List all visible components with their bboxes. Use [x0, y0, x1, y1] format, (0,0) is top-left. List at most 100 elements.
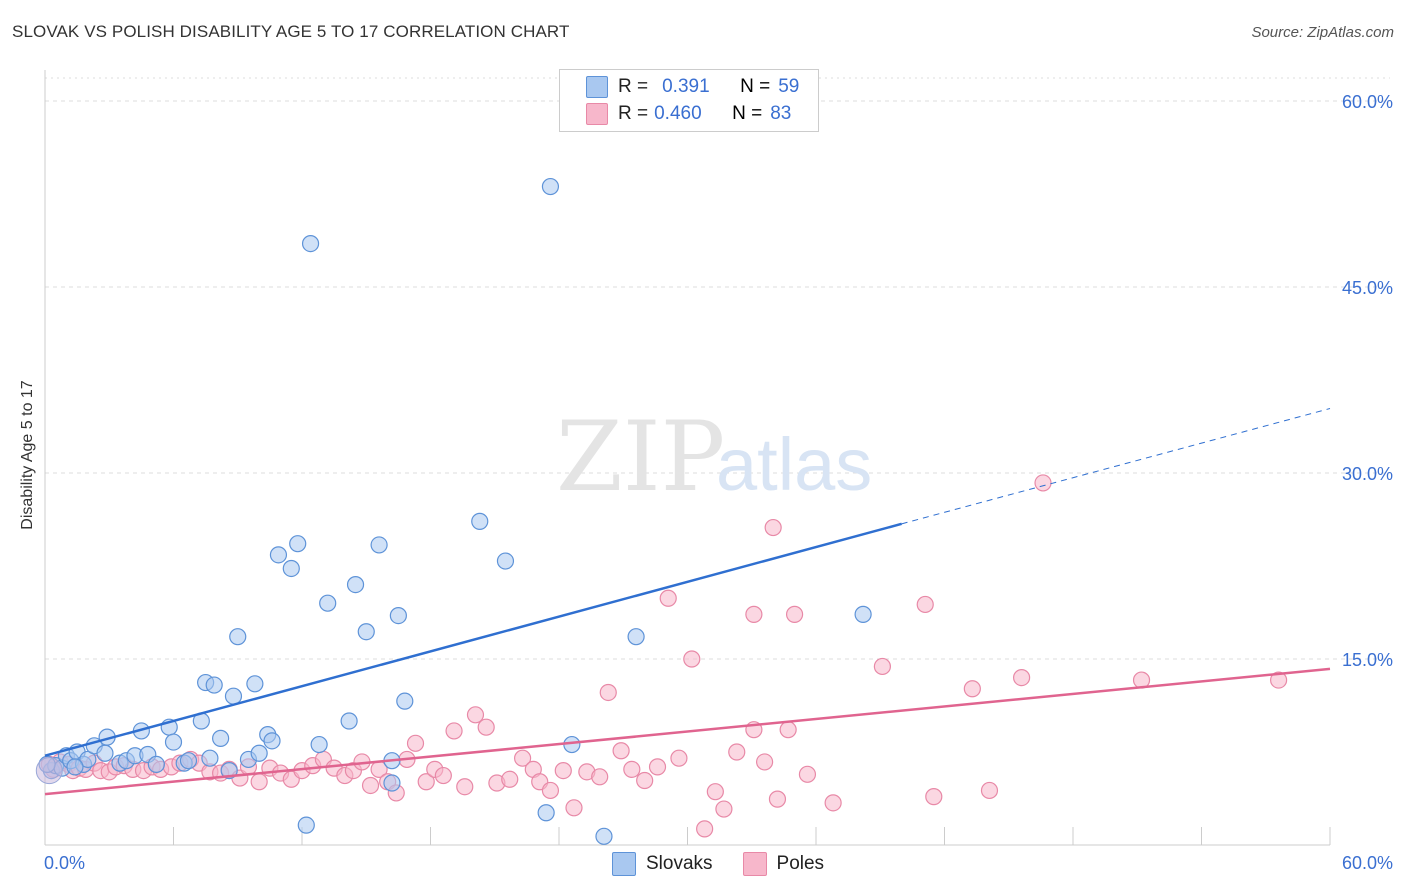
poles-points [40, 474, 1288, 838]
slovak-point [346, 575, 365, 594]
pole-point [361, 776, 380, 795]
pole-point [554, 761, 572, 780]
pole-point [963, 680, 981, 698]
pole-point [250, 773, 268, 791]
slovak-point [854, 605, 872, 623]
chart-title: SLOVAK VS POLISH DISABILITY AGE 5 TO 17 … [12, 22, 570, 41]
slovak-point [246, 675, 264, 693]
pole-point [612, 742, 630, 760]
x-tick-label-max: 60.0% [1342, 853, 1393, 873]
legend-r-value-poles: 0.460 [654, 103, 702, 124]
pole-point [456, 778, 474, 796]
bottom-legend-slovaks: Slovaks [612, 852, 713, 876]
pole-point [541, 781, 560, 800]
pole-point [696, 820, 714, 838]
y-tick-label: 45.0% [1342, 278, 1393, 298]
slovaks-points [35, 177, 872, 845]
slovak-point [289, 535, 307, 553]
pole-point [659, 589, 677, 607]
slovak-point [396, 692, 414, 710]
pole-point [599, 683, 617, 702]
slovak-point [537, 804, 555, 822]
watermark-zip: ZIP [556, 401, 725, 513]
legend-n-label: N = [740, 76, 771, 97]
pole-point [445, 722, 463, 740]
pole-point [706, 783, 724, 801]
pole-point [670, 749, 688, 767]
pole-point [466, 706, 485, 724]
legend-swatch-slovaks [586, 76, 608, 98]
pole-point [785, 605, 804, 623]
pole-point [715, 800, 733, 818]
pole-point [764, 518, 782, 537]
pole-point [417, 773, 435, 791]
pole-point [1269, 671, 1288, 689]
slovak-point [35, 757, 63, 785]
slovak-point [263, 732, 281, 750]
slovak-point [340, 712, 358, 730]
pole-point [501, 770, 519, 788]
slovak-point [301, 235, 320, 253]
bottom-legend: Slovaks Poles [612, 852, 854, 876]
slovaks-trend-line [44, 522, 902, 757]
pole-point [636, 771, 654, 790]
pole-point [1012, 668, 1031, 687]
slovak-point [250, 744, 268, 762]
pole-point [798, 765, 817, 783]
slovaks-trend-extension [901, 408, 1331, 525]
bottom-legend-label-slovaks: Slovaks [646, 853, 713, 874]
slovak-point [205, 676, 223, 694]
slovak-point [96, 744, 114, 762]
slovak-point [310, 735, 328, 754]
slovak-point [201, 749, 219, 767]
slovak-point [357, 623, 375, 641]
legend-row-slovaks: R = 0.391 N = 59 [586, 75, 799, 99]
legend: R = 0.391 N = 59 R = 0.460 N = 83 [559, 69, 819, 132]
x-tick-label-min: 0.0% [44, 853, 85, 873]
slovak-point [66, 758, 84, 776]
pole-point [873, 657, 891, 676]
slovak-point [541, 177, 560, 196]
bottom-legend-label-poles: Poles [776, 853, 825, 874]
slovak-point [319, 594, 337, 612]
pole-point [980, 781, 999, 800]
pole-point [745, 605, 763, 623]
slovak-point [389, 606, 407, 625]
pole-point [434, 766, 452, 785]
source-label: Source: ZipAtlas.com [1251, 24, 1394, 41]
slovak-point [229, 628, 247, 646]
watermark-atlas: atlas [716, 423, 872, 506]
slovak-point [471, 512, 489, 530]
slovak-point [212, 729, 230, 747]
pole-point [779, 721, 797, 739]
pole-point [755, 753, 774, 771]
slovak-point [496, 552, 515, 570]
slovak-point [147, 755, 165, 774]
slovak-point [269, 546, 288, 564]
pole-point [925, 788, 943, 806]
pole-point [683, 650, 701, 668]
bottom-legend-swatch-poles [742, 852, 767, 876]
pole-point [623, 760, 641, 778]
trend-lines [44, 408, 1331, 796]
pole-point [513, 749, 532, 767]
slovak-point [297, 816, 315, 834]
pole-point [916, 595, 934, 614]
pole-point [824, 794, 842, 812]
slovak-point [595, 827, 613, 845]
slovak-point [179, 752, 198, 770]
y-tick-label: 15.0% [1342, 650, 1393, 670]
pole-point [591, 768, 609, 786]
slovak-point [282, 559, 300, 578]
legend-n-label: N = [732, 103, 763, 124]
axis-layer [44, 70, 1331, 846]
pole-point [768, 790, 787, 808]
bottom-legend-swatch-slovaks [612, 852, 636, 876]
y-tick-label: 30.0% [1342, 464, 1393, 484]
legend-r-label: R = [618, 76, 649, 97]
pole-point [1034, 474, 1052, 492]
pole-point [477, 718, 495, 736]
pole-point [648, 758, 667, 776]
slovak-point [164, 733, 183, 751]
